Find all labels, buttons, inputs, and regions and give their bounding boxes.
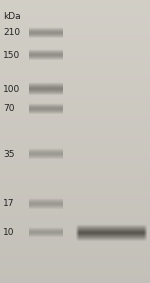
- Text: 70: 70: [3, 104, 15, 113]
- Text: 35: 35: [3, 150, 15, 159]
- Text: 100: 100: [3, 85, 20, 94]
- Text: kDa: kDa: [3, 12, 21, 22]
- Text: 210: 210: [3, 28, 20, 37]
- Text: 150: 150: [3, 51, 20, 60]
- Text: 17: 17: [3, 199, 15, 208]
- Text: 10: 10: [3, 228, 15, 237]
